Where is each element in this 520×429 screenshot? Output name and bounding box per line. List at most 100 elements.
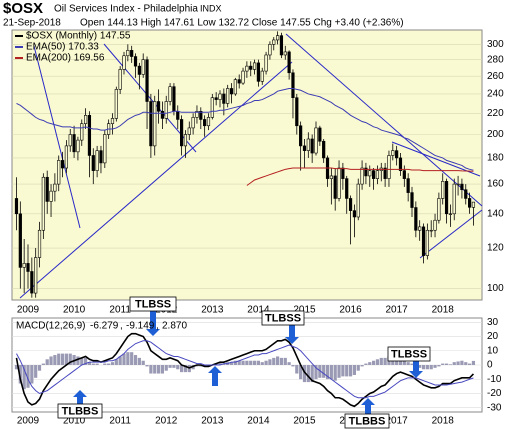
histogram-bar (176, 365, 180, 370)
annotation-arrow (146, 311, 160, 336)
trendline (419, 209, 483, 259)
y-tick-label: 280 (487, 54, 504, 65)
histogram-bar (133, 355, 138, 365)
histogram-bar (291, 365, 295, 367)
candle-body (76, 139, 80, 153)
histogram-bar (249, 360, 253, 365)
x-tick-label: 2018 (432, 305, 455, 316)
histogram-bar (406, 362, 410, 365)
candle-body (383, 167, 387, 179)
histogram-bar (26, 365, 30, 388)
histogram-bar (441, 363, 445, 365)
candle-body (206, 117, 211, 127)
y-tick-label: 20 (487, 331, 499, 342)
candle-body (114, 89, 118, 119)
histogram-bar (53, 355, 57, 365)
candle-body (160, 110, 165, 119)
annotation-arrow (285, 325, 299, 344)
candle-body (91, 155, 95, 171)
candle-body (433, 219, 437, 231)
candle-body (199, 110, 203, 120)
histogram-bar (272, 357, 276, 365)
candle-body (264, 54, 268, 72)
candle-body (68, 134, 72, 147)
candle-body (210, 97, 214, 118)
histogram-bar (283, 357, 287, 365)
y-tick-label: -10 (487, 374, 502, 385)
candle-body (226, 88, 230, 104)
y-tick-label: 180 (487, 153, 504, 164)
histogram-bar (118, 356, 122, 365)
x-tick-label: 2010 (63, 305, 86, 316)
x-tick-label: 2010 (63, 416, 86, 427)
histogram-bar (103, 363, 107, 365)
annotation-box (57, 403, 103, 419)
candle-body (49, 190, 53, 202)
trendline (33, 45, 81, 229)
candle-body (183, 134, 188, 147)
x-tick-label: 2011 (109, 305, 131, 316)
histogram-bar (91, 363, 95, 365)
annotation-label: TLBSS (391, 348, 427, 360)
candle-body (402, 170, 406, 179)
histogram-bar (372, 360, 376, 365)
histogram-bar (460, 360, 464, 365)
candle-body (467, 198, 472, 208)
histogram-bar (425, 365, 429, 370)
candle-body (122, 55, 126, 70)
candle-body (149, 101, 153, 147)
candle-body (452, 183, 456, 215)
annotation-box (261, 310, 305, 326)
annotation-box (387, 346, 431, 362)
candle-body (34, 257, 38, 294)
x-tick-label: 2009 (17, 416, 40, 427)
histogram-bar (352, 365, 356, 375)
histogram-bar (464, 362, 468, 365)
histogram-bar (180, 365, 184, 373)
candle-body (437, 198, 441, 221)
candle-body (322, 140, 326, 159)
histogram-bar (341, 365, 345, 377)
candle-body (87, 115, 92, 156)
candle-body (103, 134, 107, 164)
annotation-label: TLBSS (265, 312, 301, 324)
histogram-bar (172, 365, 176, 368)
histogram-bar (421, 365, 426, 370)
candle-body (421, 226, 426, 256)
histogram-bar (306, 365, 310, 383)
candle-body (471, 201, 476, 208)
histogram-bar (433, 365, 437, 368)
candle-body (126, 50, 130, 57)
x-tick-label: 2009 (17, 305, 40, 316)
histogram-bar (322, 365, 326, 378)
legend-label: $OSX (Monthly) 147.55 (26, 31, 131, 42)
x-tick-label: 2017 (386, 305, 409, 316)
trendline (391, 141, 481, 177)
histogram-bar (410, 363, 414, 365)
histogram-bar (314, 365, 318, 380)
candle-body (310, 138, 314, 154)
histogram-bar (30, 365, 34, 384)
candle-body (172, 86, 176, 112)
histogram-bar (444, 363, 449, 365)
legend-label: -6.279 (90, 321, 119, 332)
histogram-bar (153, 365, 157, 374)
candle-body (37, 229, 42, 258)
y-tick-label: -20 (487, 388, 502, 399)
histogram-bar (375, 359, 380, 365)
legend-separator: , (156, 321, 159, 332)
histogram-bar (310, 365, 314, 383)
histogram-bar (471, 360, 476, 365)
histogram-bar (183, 365, 188, 373)
annotation-arrow (361, 398, 375, 414)
candle-body (275, 35, 280, 41)
candle-body (191, 117, 195, 129)
y-tick-label: 30 (487, 317, 499, 328)
candle-body (164, 101, 168, 119)
annotation-arrow (409, 361, 423, 378)
histogram-bar (57, 353, 61, 365)
annotation-label: TLBBS (62, 405, 99, 417)
candle-body (333, 175, 337, 199)
histogram-bar (299, 365, 303, 380)
candle-body (448, 213, 453, 215)
